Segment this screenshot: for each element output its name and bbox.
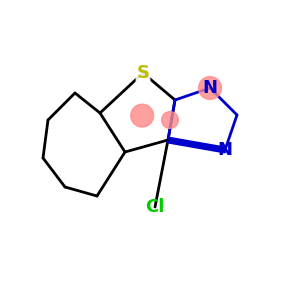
Circle shape [131, 104, 154, 127]
Text: Cl: Cl [145, 198, 165, 216]
Text: S: S [136, 64, 149, 82]
Circle shape [199, 76, 221, 99]
Text: N: N [218, 141, 232, 159]
Text: N: N [202, 79, 217, 97]
Circle shape [162, 112, 178, 128]
